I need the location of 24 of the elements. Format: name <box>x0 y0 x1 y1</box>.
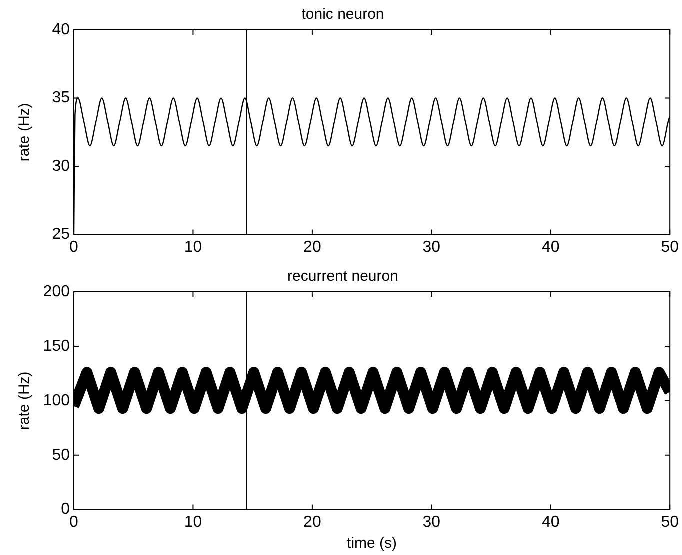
y-tick-label: 150 <box>43 338 70 355</box>
y-tick-label: 25 <box>52 226 70 244</box>
x-tick-label: 40 <box>542 238 560 256</box>
x-tick-label: 10 <box>184 238 202 256</box>
y-axis-title: rate (Hz) <box>16 372 34 430</box>
y-axis-title: rate (Hz) <box>16 103 34 162</box>
y-tick-label: 100 <box>43 392 70 410</box>
chart-title: tonic neuron <box>302 6 384 24</box>
x-tick-label: 20 <box>304 238 322 256</box>
x-tick-label: 30 <box>422 514 441 531</box>
x-tick-label: 10 <box>184 514 202 531</box>
x-tick-label: 20 <box>304 514 322 531</box>
y-tick-label: 200 <box>43 283 70 300</box>
chart-title: recurrent neuron <box>288 268 398 286</box>
x-tick-label: 50 <box>661 238 680 256</box>
y-tick-label: 40 <box>52 21 70 38</box>
y-tick-label: 0 <box>61 501 70 518</box>
y-tick-label: 35 <box>52 90 70 107</box>
x-tick-label: 40 <box>542 514 560 531</box>
y-tick-label: 30 <box>52 158 70 175</box>
x-tick-label: 30 <box>422 238 441 256</box>
x-axis-title: time (s) <box>347 535 398 552</box>
y-tick-label: 50 <box>52 446 70 464</box>
x-tick-label: 50 <box>661 514 680 531</box>
